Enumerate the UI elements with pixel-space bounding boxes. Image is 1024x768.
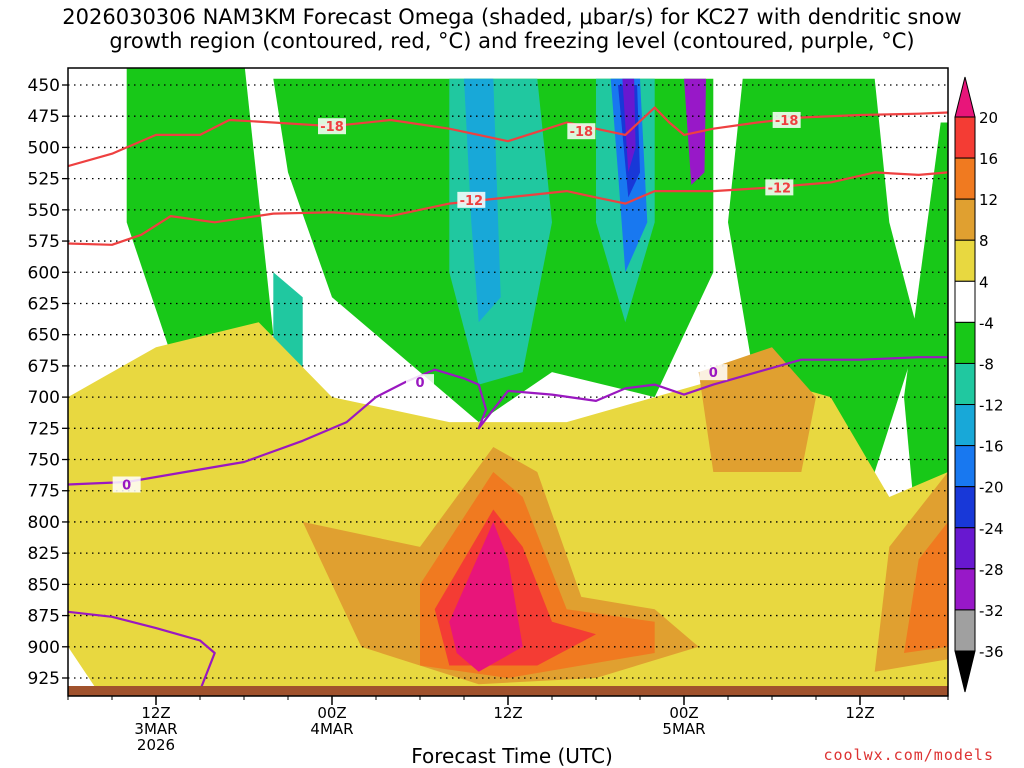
chart-title-line-1: 2026030306 NAM3KM Forecast Omega (shaded… [62,5,962,29]
colorbar-label-13: -36 [979,643,1004,661]
colorbar-label-6: -8 [979,355,994,373]
temperature-contours: -18 -18 -18 -12 -12 0 0 0 [68,106,948,691]
contour-label-bg [772,111,801,128]
contour-label-bg [112,476,141,493]
colorbar-segment-6 [954,362,976,406]
x-axis-title: Forecast Time (UTC) [411,744,613,768]
contour-label-bg [406,374,434,391]
colorbar-label-5: -4 [979,314,994,332]
contour-label-1-1: -12 [768,181,792,196]
contour-label-bg [765,179,794,196]
y-tick-label-700: 700 [28,388,60,408]
x-tick-label-3-1: 5MAR [662,720,705,738]
colorbar-segment-8 [954,445,976,488]
y-tick-label-925: 925 [28,669,60,689]
y-tick-label-525: 525 [28,170,60,190]
contour-label-bg [567,123,596,140]
omega-region-13 [622,78,636,173]
contour-label-bg [318,118,346,135]
contour-label-2-2: 0 [709,366,718,381]
colorbar-segment-1 [954,157,976,200]
x-tick-label-0-0: 12Z [141,704,170,722]
colorbar-label-1: 16 [979,150,998,168]
y-tick-label-625: 625 [28,294,60,314]
x-tick-label-3-0: 00Z [669,704,698,722]
colorbar-label-11: -28 [979,561,1004,579]
colorbar-top-triangle [954,76,976,118]
y-tick-label-900: 900 [28,638,60,658]
omega-shading [68,68,948,691]
colorbar-bottom-triangle [954,650,976,693]
colorbar-segment-12 [954,609,976,652]
contour-label-0-0: -18 [320,120,344,135]
colorbar-label-4: 4 [979,273,989,291]
colorbar-segment-5 [954,321,976,364]
colorbar-segment-2 [954,198,976,241]
colorbar-segment-7 [954,404,976,447]
contour-line-1 [68,171,948,246]
colorbar-segment-4 [954,280,976,323]
y-tick-label-550: 550 [28,201,60,221]
omega-region-0 [126,68,274,398]
y-tick-label-450: 450 [28,76,60,96]
y-tick-label-750: 750 [28,451,60,471]
y-tick-label-775: 775 [28,482,60,502]
contour-label-bg [699,364,728,381]
colorbar-label-12: -32 [979,602,1004,620]
colorbar-label-0: 20 [979,109,998,127]
y-tick-label-725: 725 [28,419,60,439]
x-tick-label-4-0: 12Z [845,704,874,722]
colorbar-label-3: 8 [979,232,989,250]
credit-text: coolwx.com/models [823,746,994,764]
colorbar-label-9: -20 [979,479,1004,497]
x-tick-label-0-2: 2026 [137,736,175,754]
colorbar-label-2: 12 [979,191,998,209]
y-tick-label-600: 600 [28,263,60,283]
y-tick-label-500: 500 [28,138,60,158]
contour-label-bg [457,191,486,208]
x-tick-label-2-0: 12Z [493,704,522,722]
colorbar-label-7: -12 [979,397,1004,415]
y-axis-ticks: 450 475 500 525 550 575 600 625 650 675 700 725 750 7… [28,76,68,689]
y-tick-label-850: 850 [28,575,60,595]
y-tick-label-875: 875 [28,607,60,627]
colorbar-label-10: -24 [979,520,1004,538]
colorbar-segment-3 [954,239,976,282]
colorbar-segment-10 [954,527,976,570]
y-tick-label-825: 825 [28,544,60,564]
y-tick-label-800: 800 [28,513,60,533]
omega-region-20 [904,521,948,653]
colorbar-segment-0 [954,116,976,159]
ground-surface [68,686,948,696]
contour-line-3 [68,610,216,691]
contour-label-0-1: -18 [570,125,594,140]
y-tick-label-675: 675 [28,357,60,377]
contour-label-2-0: 0 [122,478,131,493]
contour-label-0-2: -18 [775,114,799,129]
y-tick-label-475: 475 [28,107,60,127]
colorbar-label-8: -16 [979,438,1004,456]
x-tick-label-0-1: 3MAR [134,720,177,738]
contour-line-2 [68,356,948,486]
grid-lines [68,84,948,679]
y-tick-label-650: 650 [28,326,60,346]
contour-label-1-0: -12 [460,194,484,209]
colorbar-legend: 20 16 12 8 4 -4 -8 -12 -16 -20 -24 -28 -32 -36 [954,76,1004,693]
omega-region-3 [904,122,948,560]
ground-bar [68,686,948,696]
contour-label-2-1: 0 [415,376,424,391]
omega-region-17 [698,347,816,472]
y-tick-label-575: 575 [28,232,60,252]
colorbar-segment-11 [954,568,976,611]
x-tick-label-1-1: 4MAR [310,720,353,738]
x-tick-label-1-0: 00Z [317,704,346,722]
colorbar-segment-9 [954,486,976,529]
omega-region-22 [449,521,523,672]
chart-title-line-2: growth region (contoured, red, °C) and f… [109,29,915,53]
